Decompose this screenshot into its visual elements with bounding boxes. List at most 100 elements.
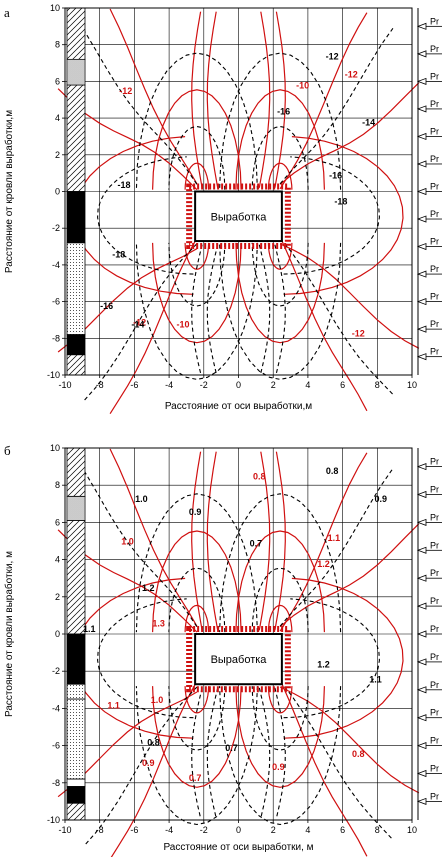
red-isoline-0-7 <box>235 242 325 344</box>
strata-layer-0 <box>66 447 86 497</box>
y-tick-label-7: -4 <box>52 260 60 270</box>
pr-label-2: Pr <box>430 71 439 81</box>
pr-arrow-6 <box>416 187 427 196</box>
black-contour-label-2: -18 <box>117 180 130 190</box>
strata-layer-6 <box>66 778 86 787</box>
black-isoline-0-15 <box>191 244 203 374</box>
x-tick-label-4: -2 <box>200 825 208 835</box>
pr-label-8: Pr <box>430 680 439 690</box>
black-isoline-0-4 <box>135 52 258 190</box>
x-tick-label-7: 4 <box>305 825 310 835</box>
black-isoline-0-13 <box>279 237 394 395</box>
black-contour-label-7: 1.2 <box>317 659 330 669</box>
black-contour-label-5: 1.2 <box>142 583 155 593</box>
red-contour-label-9: 0.9 <box>272 762 285 772</box>
red-isoline-1-19 <box>191 451 203 631</box>
pr-arrow-12 <box>416 353 427 361</box>
x-tick-label-3: -4 <box>165 380 173 390</box>
black-isoline-1-12 <box>83 686 198 847</box>
y-tick-label-6: -2 <box>52 666 60 676</box>
x-tick-label-10: 10 <box>407 825 417 835</box>
strata-layer-3 <box>66 633 86 685</box>
x-tick-label-0: -10 <box>58 825 71 835</box>
pr-label-2: Pr <box>430 512 439 522</box>
y-tick-label-5: 0 <box>55 187 60 197</box>
red-isoline-0-19 <box>191 11 203 188</box>
x-tick-label-8: 6 <box>340 380 345 390</box>
pr-label-4: Pr <box>430 126 439 136</box>
black-contour-label-5: -16 <box>277 106 290 116</box>
red-isoline-0-8 <box>73 136 194 295</box>
red-isoline-1-18 <box>206 451 219 631</box>
black-isoline-0-14 <box>206 244 219 374</box>
red-isoline-1-0 <box>184 604 210 633</box>
x-tick-label-1: -8 <box>96 825 104 835</box>
y-tick-label-1: 8 <box>55 480 60 490</box>
strata-layer-2 <box>66 84 86 192</box>
black-contour-label-1: 1.0 <box>135 494 148 504</box>
red-contour-label-3: 1.2 <box>317 559 330 569</box>
strata-layer-4 <box>66 683 86 700</box>
y-tick-label-4: 2 <box>55 150 60 160</box>
black-contour-label-3: -18 <box>112 250 125 260</box>
red-isoline-0-12 <box>279 82 420 185</box>
black-isoline-1-13 <box>279 680 394 841</box>
red-isoline-0-11 <box>109 8 198 185</box>
pr-arrow-5 <box>416 160 427 168</box>
y-tick-label-2: 6 <box>55 76 60 86</box>
strata-layer-5 <box>66 334 86 356</box>
red-isoline-1-8 <box>73 577 194 739</box>
y-tick-label-1: 8 <box>55 40 60 50</box>
y-tick-label-10: -10 <box>47 370 60 380</box>
red-isoline-1-11 <box>109 448 198 627</box>
panel-letter: б <box>4 443 11 458</box>
black-isoline-0-6 <box>219 52 342 190</box>
red-contour-label-1: 1.0 <box>121 537 134 547</box>
red-contour-label-8: 0.7 <box>189 773 202 783</box>
red-isoline-0-17 <box>279 236 368 412</box>
red-isoline-1-16 <box>279 686 420 794</box>
black-isoline-1-17 <box>274 687 286 819</box>
pr-label-6: Pr <box>430 624 439 634</box>
black-isoline-1-14 <box>206 687 219 819</box>
x-tick-label-5: 0 <box>236 825 241 835</box>
pr-arrow-9 <box>416 270 427 278</box>
y-tick-label-9: -8 <box>52 778 60 788</box>
strata-layer-5 <box>66 698 86 780</box>
pr-arrow-3 <box>416 105 427 113</box>
strata-layer-6 <box>66 354 86 376</box>
pr-arrow-7 <box>416 658 427 666</box>
panel-letter: а <box>4 5 10 20</box>
red-isoline-0-16 <box>279 243 420 349</box>
red-contour-label-2: 1.1 <box>328 533 341 543</box>
x-tick-label-3: -4 <box>165 825 173 835</box>
strata-layer-8 <box>66 802 86 821</box>
red-isoline-1-20 <box>258 451 271 631</box>
black-isoline-1-9 <box>283 598 380 719</box>
red-isoline-1-9 <box>283 577 404 739</box>
red-isoline-0-18 <box>206 11 219 188</box>
red-isoline-1-4 <box>152 530 242 633</box>
red-isoline-1-15 <box>110 680 198 857</box>
pr-label-4: Pr <box>430 568 439 578</box>
y-tick-label-6: -2 <box>52 223 60 233</box>
red-isoline-1-13 <box>279 452 368 632</box>
y-tick-label-9: -8 <box>52 333 60 343</box>
opening-label: Выработка <box>211 654 268 666</box>
pr-arrow-0 <box>416 22 427 30</box>
pr-label-6: Pr <box>430 182 439 192</box>
pr-label-7: Pr <box>430 652 439 662</box>
red-contour-label-2: -12 <box>345 70 358 80</box>
red-isoline-0-3 <box>267 242 293 270</box>
pr-arrow-4 <box>416 132 427 141</box>
pr-label-7: Pr <box>430 209 439 219</box>
pr-arrow-1 <box>416 490 427 499</box>
black-isoline-1-11 <box>279 468 394 627</box>
opening-box <box>194 190 283 243</box>
red-contour-label-0: -12 <box>119 86 132 96</box>
black-contour-label-3: 0.9 <box>375 494 388 504</box>
black-isoline-0-3 <box>251 242 309 307</box>
red-isoline-1-5 <box>152 686 242 788</box>
red-contour-label-10: 0.8 <box>352 749 365 759</box>
y-axis-label: Расстояние от кровли выработки, м <box>3 551 15 717</box>
